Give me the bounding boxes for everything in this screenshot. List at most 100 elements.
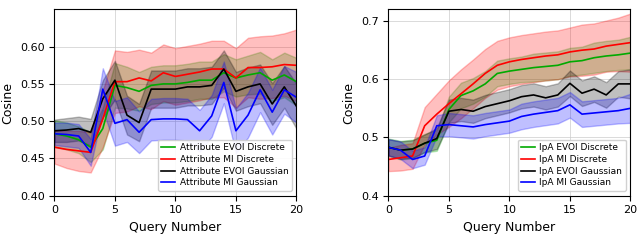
IpA MI Discrete — [554, 53, 562, 56]
Attribute EVOI Gaussian — [99, 97, 107, 100]
Attribute EVOI Discrete — [256, 71, 264, 74]
IpA EVOI Discrete — [493, 72, 501, 75]
Attribute MI Gaussian — [280, 88, 288, 91]
IpA EVOI Discrete — [385, 146, 392, 149]
IpA EVOI Gaussian — [421, 142, 429, 145]
IpA EVOI Discrete — [590, 56, 598, 59]
IpA MI Gaussian — [614, 109, 622, 112]
Attribute MI Discrete — [111, 80, 119, 83]
IpA EVOI Discrete — [614, 53, 622, 56]
IpA MI Gaussian — [421, 155, 429, 157]
Attribute EVOI Gaussian — [196, 86, 204, 88]
Attribute MI Gaussian — [268, 111, 276, 114]
IpA EVOI Discrete — [481, 82, 489, 85]
Attribute MI Gaussian — [75, 135, 83, 137]
IpA EVOI Gaussian — [518, 95, 525, 98]
IpA EVOI Gaussian — [469, 110, 477, 113]
IpA MI Discrete — [397, 156, 404, 159]
Attribute MI Gaussian — [172, 118, 179, 120]
Line: Attribute MI Discrete: Attribute MI Discrete — [54, 64, 296, 152]
IpA MI Gaussian — [433, 124, 440, 127]
IpA EVOI Gaussian — [578, 92, 586, 95]
Attribute EVOI Discrete — [280, 73, 288, 76]
Attribute MI Discrete — [292, 64, 300, 67]
IpA EVOI Gaussian — [481, 105, 489, 108]
Attribute MI Gaussian — [244, 114, 252, 117]
Attribute MI Discrete — [135, 77, 143, 79]
IpA MI Gaussian — [397, 149, 404, 152]
IpA MI Discrete — [590, 48, 598, 50]
IpA MI Gaussian — [554, 109, 562, 112]
Line: IpA MI Gaussian: IpA MI Gaussian — [388, 105, 630, 160]
IpA MI Discrete — [457, 92, 465, 95]
IpA MI Discrete — [566, 50, 573, 53]
IpA MI Gaussian — [627, 107, 634, 110]
Attribute MI Discrete — [184, 73, 191, 76]
X-axis label: Query Number: Query Number — [463, 221, 556, 234]
IpA MI Gaussian — [566, 103, 573, 106]
IpA MI Gaussian — [506, 120, 513, 123]
Attribute EVOI Discrete — [63, 135, 70, 137]
IpA EVOI Discrete — [409, 148, 417, 150]
Line: IpA MI Discrete: IpA MI Discrete — [388, 43, 630, 160]
Attribute MI Discrete — [63, 148, 70, 151]
Attribute EVOI Discrete — [196, 79, 204, 82]
Attribute EVOI Gaussian — [232, 90, 240, 93]
Attribute MI Gaussian — [232, 129, 240, 132]
IpA EVOI Gaussian — [433, 137, 440, 140]
IpA EVOI Gaussian — [409, 148, 417, 150]
Attribute EVOI Discrete — [172, 82, 179, 85]
Attribute MI Discrete — [268, 65, 276, 68]
IpA EVOI Gaussian — [614, 82, 622, 85]
IpA EVOI Discrete — [421, 142, 429, 145]
IpA MI Discrete — [409, 155, 417, 157]
IpA EVOI Discrete — [530, 66, 538, 69]
Attribute EVOI Discrete — [159, 82, 167, 85]
IpA MI Gaussian — [493, 121, 501, 124]
Attribute EVOI Discrete — [75, 138, 83, 141]
Legend: Attribute EVOI Discrete, Attribute MI Discrete, Attribute EVOI Gaussian, Attribu: Attribute EVOI Discrete, Attribute MI Di… — [158, 140, 292, 191]
Attribute EVOI Gaussian — [280, 86, 288, 88]
IpA MI Discrete — [614, 43, 622, 46]
IpA EVOI Gaussian — [602, 94, 610, 96]
Legend: IpA EVOI Discrete, IpA MI Discrete, IpA EVOI Gaussian, IpA MI Gaussian: IpA EVOI Discrete, IpA MI Discrete, IpA … — [518, 140, 626, 191]
Attribute MI Gaussian — [292, 96, 300, 99]
Attribute MI Discrete — [256, 66, 264, 69]
Attribute EVOI Gaussian — [135, 121, 143, 124]
Attribute MI Discrete — [123, 80, 131, 83]
Attribute EVOI Gaussian — [75, 127, 83, 130]
Attribute EVOI Gaussian — [111, 79, 119, 82]
IpA EVOI Gaussian — [566, 82, 573, 85]
Attribute EVOI Gaussian — [244, 86, 252, 88]
Attribute EVOI Gaussian — [63, 129, 70, 132]
IpA MI Gaussian — [602, 110, 610, 113]
IpA MI Discrete — [578, 49, 586, 52]
IpA MI Discrete — [542, 55, 550, 57]
Attribute MI Discrete — [220, 68, 228, 70]
IpA MI Discrete — [385, 158, 392, 161]
IpA EVOI Discrete — [445, 108, 452, 111]
IpA EVOI Discrete — [469, 89, 477, 92]
IpA EVOI Discrete — [397, 149, 404, 152]
Attribute EVOI Gaussian — [159, 88, 167, 91]
Attribute MI Gaussian — [111, 122, 119, 125]
Attribute MI Gaussian — [63, 133, 70, 136]
IpA MI Discrete — [445, 102, 452, 105]
Attribute EVOI Discrete — [135, 90, 143, 93]
IpA EVOI Gaussian — [385, 146, 392, 149]
Attribute MI Gaussian — [123, 118, 131, 121]
IpA EVOI Discrete — [457, 94, 465, 97]
Attribute MI Gaussian — [147, 118, 155, 121]
IpA MI Gaussian — [542, 111, 550, 114]
Attribute EVOI Discrete — [99, 127, 107, 130]
Attribute EVOI Discrete — [111, 84, 119, 87]
Y-axis label: Cosine: Cosine — [342, 82, 355, 123]
IpA MI Gaussian — [530, 113, 538, 116]
Line: Attribute EVOI Discrete: Attribute EVOI Discrete — [54, 73, 296, 147]
Attribute MI Discrete — [159, 71, 167, 74]
Attribute MI Discrete — [244, 66, 252, 69]
Attribute EVOI Discrete — [208, 79, 216, 82]
Attribute EVOI Discrete — [51, 132, 58, 135]
Attribute EVOI Discrete — [244, 73, 252, 76]
Attribute EVOI Gaussian — [87, 131, 95, 134]
